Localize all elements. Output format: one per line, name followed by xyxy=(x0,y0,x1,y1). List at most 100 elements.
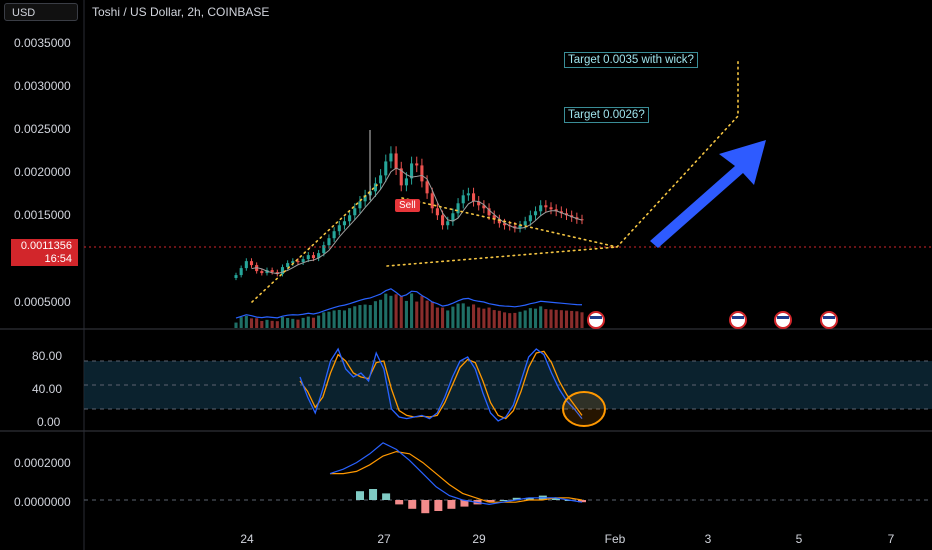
candle-body xyxy=(348,215,352,222)
candle-body xyxy=(244,261,248,269)
stoch-k-line xyxy=(299,347,583,422)
volume-bar xyxy=(270,320,274,328)
date-tick: 3 xyxy=(704,532,712,546)
candle-body xyxy=(533,211,538,216)
candle-body xyxy=(482,205,486,209)
candle-body xyxy=(270,270,274,273)
volume-bar xyxy=(399,296,403,328)
volume-bar xyxy=(244,315,248,328)
volume-bar xyxy=(466,306,470,328)
volume-bar xyxy=(580,312,584,328)
volume-bar xyxy=(492,310,496,328)
candle-body xyxy=(311,255,316,259)
candle-body xyxy=(404,178,408,186)
candle-body xyxy=(441,215,445,226)
price-tick: 0.0005000 xyxy=(14,295,71,309)
volume-bar xyxy=(544,309,548,328)
price-tick: 0.0025000 xyxy=(14,122,71,136)
volume-bar xyxy=(446,310,450,328)
candle-body xyxy=(379,175,383,184)
volume-bar xyxy=(342,310,346,328)
macd-histogram-bar xyxy=(578,500,586,503)
volume-bar xyxy=(482,308,486,328)
macd-histogram-bar xyxy=(447,500,456,509)
volume-bar xyxy=(559,310,563,328)
candle-body xyxy=(234,275,238,278)
macd-histogram-bar xyxy=(382,493,391,500)
price-tick: 0.0020000 xyxy=(14,165,71,179)
volume-bar xyxy=(234,322,238,328)
candle-body xyxy=(451,213,455,222)
candle-body xyxy=(327,238,331,246)
volume-bar xyxy=(533,308,538,328)
macd-histogram-bar xyxy=(356,491,364,500)
candle-body xyxy=(410,163,414,179)
volume-bar xyxy=(239,317,243,328)
event-icon xyxy=(587,311,605,329)
macd-line xyxy=(329,442,583,506)
price-tick: 0.0030000 xyxy=(14,79,71,93)
volume-bar xyxy=(379,299,383,328)
price-tick: 0.0035000 xyxy=(14,36,71,50)
candle-body xyxy=(286,263,290,268)
macd-histogram-bar xyxy=(421,500,430,514)
macd-histogram-bar xyxy=(512,497,521,500)
chart-title: Toshi / US Dollar, 2h, COINBASE xyxy=(92,5,270,19)
date-tick: 27 xyxy=(377,532,391,546)
target-arrow xyxy=(650,140,766,248)
candle-body xyxy=(502,223,507,226)
event-icon xyxy=(774,311,792,329)
volume-bar xyxy=(384,293,388,328)
volume-bar xyxy=(280,316,285,328)
volume-bar xyxy=(348,308,352,328)
candle-body xyxy=(384,161,388,176)
annotation-target-mid[interactable]: Target 0.0026? xyxy=(564,107,649,123)
candle-body xyxy=(389,153,393,162)
candle-body xyxy=(296,261,300,263)
trendline-resistance xyxy=(401,197,618,248)
candle-body xyxy=(363,195,367,202)
candle-body xyxy=(332,231,336,239)
annotation-target-high[interactable]: Target 0.0035 with wick? xyxy=(564,52,698,68)
volume-bar xyxy=(368,305,372,328)
candle-body xyxy=(456,203,460,214)
volume-bar xyxy=(564,310,569,328)
candle-body xyxy=(497,219,501,224)
volume-bar xyxy=(497,310,501,328)
volume-bar xyxy=(322,312,326,328)
macd-tick: 0.0000000 xyxy=(14,495,71,509)
candle-body xyxy=(472,193,476,202)
macd-histogram-bar xyxy=(499,500,508,501)
candle-body xyxy=(322,245,326,254)
volume-bar xyxy=(435,307,439,328)
macd-histogram-bar xyxy=(434,500,443,511)
event-icon-stripe xyxy=(732,316,744,319)
volume-bar xyxy=(291,318,295,328)
candle-body xyxy=(430,193,434,209)
volume-bar xyxy=(513,312,517,328)
volume-bar xyxy=(249,318,254,328)
volume-bar xyxy=(518,311,522,328)
candle-body xyxy=(466,193,470,196)
volume-bar xyxy=(311,317,316,328)
candle-body xyxy=(291,261,295,264)
candle-body xyxy=(523,221,527,226)
volume-bar xyxy=(353,306,357,328)
volume-bar xyxy=(373,301,377,328)
currency-selector[interactable]: USD xyxy=(4,3,78,21)
current-price-tag: 0.0011356 16:54 xyxy=(11,239,78,266)
trendline-support xyxy=(386,246,618,267)
volume-bar xyxy=(570,310,574,328)
candle-body xyxy=(492,215,496,220)
rsi-tick: 0.00 xyxy=(37,415,61,429)
candle-body xyxy=(513,226,517,229)
macd-histogram-bar xyxy=(369,489,378,500)
volume-bar xyxy=(420,296,424,328)
candle-body xyxy=(528,215,532,222)
candle-body xyxy=(549,207,553,210)
volume-bar xyxy=(523,310,527,328)
volume-bar xyxy=(394,294,398,328)
volume-bar xyxy=(487,307,491,328)
macd-tick: 0.0002000 xyxy=(14,456,71,470)
